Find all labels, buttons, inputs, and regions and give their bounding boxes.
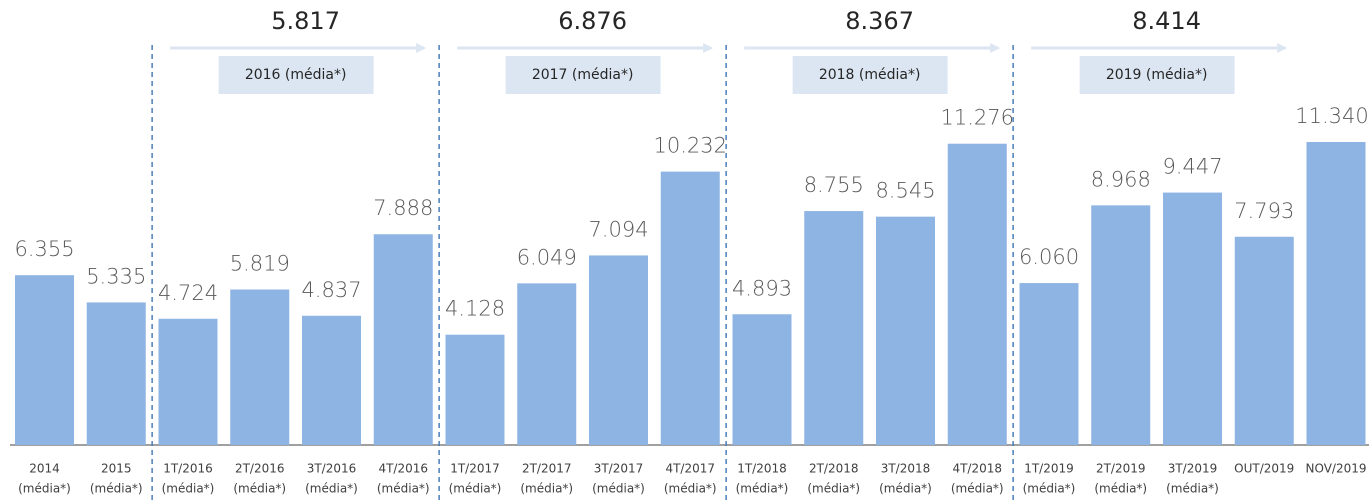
value-label: 9.447 (1162, 155, 1222, 179)
bar (1091, 205, 1151, 445)
x-tick-label: (média*) (951, 482, 1004, 496)
value-label: 8.968 (1091, 167, 1151, 191)
x-tick-label: 1T/2018 (737, 462, 787, 476)
x-tick-label: 1T/2016 (163, 462, 213, 476)
bar (158, 318, 218, 445)
value-label: 5.819 (230, 252, 290, 276)
x-tick-label: (média*) (807, 482, 860, 496)
value-label: 7.094 (588, 217, 648, 241)
bar (445, 334, 505, 445)
x-tick-label: (média*) (1094, 482, 1147, 496)
bar (732, 314, 792, 445)
x-tick-label: 1T/2019 (1024, 462, 1074, 476)
x-tick-label: (média*) (90, 482, 143, 496)
value-label: 6.060 (1019, 245, 1079, 269)
bar (589, 255, 648, 445)
bar (517, 283, 577, 445)
value-label: 4.893 (732, 276, 792, 300)
group-box (1079, 56, 1235, 94)
bar (302, 315, 361, 445)
group-value: 6.876 (558, 7, 627, 35)
group-box (792, 56, 948, 94)
value-label: 7.793 (1234, 199, 1294, 223)
group-title: 2018 (média*) (819, 67, 921, 83)
x-tick-label: (média*) (449, 482, 502, 496)
x-tick-label: 3T/2016 (307, 462, 357, 476)
value-label: 7.888 (373, 196, 433, 220)
group-title: 2019 (média*) (1106, 67, 1208, 83)
group-value: 8.367 (845, 7, 914, 35)
group-title: 2016 (média*) (245, 67, 347, 83)
bar (804, 211, 864, 445)
x-tick-label: (média*) (305, 482, 358, 496)
group-value: 5.817 (271, 7, 340, 35)
group-title: 2017 (média*) (532, 67, 634, 83)
value-label: 4.724 (158, 281, 218, 305)
group-value: 8.414 (1132, 7, 1201, 35)
x-tick-label: 2T/2018 (809, 462, 859, 476)
x-tick-label: 4T/2018 (952, 462, 1002, 476)
bar (86, 302, 146, 445)
x-tick-label: (média*) (377, 482, 430, 496)
bar (1163, 192, 1222, 445)
x-tick-label: (média*) (1166, 482, 1219, 496)
x-tick-label: 2T/2016 (235, 462, 285, 476)
x-tick-label: 2T/2017 (522, 462, 572, 476)
x-tick-label: (média*) (664, 482, 717, 496)
bar (15, 275, 74, 445)
x-tick-label: (média*) (736, 482, 789, 496)
x-tick-label: 2014 (29, 462, 60, 476)
value-label: 11.276 (941, 106, 1014, 130)
x-tick-label: (média*) (162, 482, 215, 496)
x-tick-label: (média*) (233, 482, 286, 496)
group-box (218, 56, 374, 94)
x-tick-label: 4T/2017 (665, 462, 715, 476)
bar (660, 171, 720, 446)
x-tick-label: 3T/2017 (594, 462, 644, 476)
value-label: 6.355 (14, 237, 74, 261)
x-tick-label: (média*) (520, 482, 573, 496)
bar (373, 234, 433, 445)
value-label: 5.335 (86, 264, 146, 288)
x-tick-label: 3T/2018 (881, 462, 931, 476)
x-tick-label: OUT/2019 (1234, 462, 1294, 476)
x-tick-label: (média*) (18, 482, 71, 496)
value-label: 4.837 (301, 278, 361, 302)
value-label: 10.232 (654, 134, 727, 158)
x-tick-label: (média*) (1023, 482, 1076, 496)
value-label: 4.128 (445, 297, 505, 321)
x-tick-label: 4T/2016 (378, 462, 428, 476)
x-tick-label: 3T/2019 (1168, 462, 1218, 476)
x-tick-label: 2T/2019 (1096, 462, 1146, 476)
x-tick-label: 1T/2017 (450, 462, 500, 476)
bar (230, 289, 290, 445)
value-label: 8.545 (875, 179, 935, 203)
value-label: 8.755 (804, 173, 864, 197)
group-box (505, 56, 661, 94)
value-label: 6.049 (517, 245, 577, 269)
value-label: 11.340 (1295, 104, 1368, 128)
x-tick-label: (média*) (879, 482, 932, 496)
bar (1234, 236, 1294, 445)
bar (876, 216, 935, 445)
x-tick-label: (média*) (592, 482, 645, 496)
bar (947, 143, 1007, 446)
bar (1019, 283, 1079, 445)
x-tick-label: 2015 (101, 462, 132, 476)
x-tick-label: NOV/2019 (1305, 462, 1366, 476)
bar (1306, 141, 1366, 446)
